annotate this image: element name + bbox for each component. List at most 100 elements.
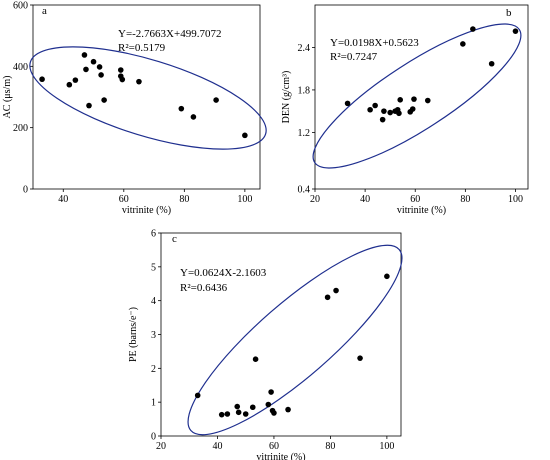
chart-panel-a: 40 60 80 100 0 200 400 600 vitrinite (%) AC (μs/m… <box>2 1 267 216</box>
x-tick-label: 40 <box>212 441 222 452</box>
data-point <box>460 41 466 47</box>
data-point <box>136 78 142 85</box>
x-tick-label: 20 <box>156 441 166 452</box>
data-point <box>117 67 124 73</box>
data-point <box>234 403 241 410</box>
y-tick-label: 0 <box>151 432 156 443</box>
data-point <box>387 109 393 116</box>
data-point <box>367 106 373 113</box>
y-tick-label: 1 <box>151 398 156 409</box>
x-tick-label: 100 <box>379 441 394 452</box>
data-point <box>213 97 219 103</box>
confidence-ellipse <box>187 244 403 436</box>
data-point <box>218 411 225 418</box>
x-tick-label: 80 <box>460 194 470 205</box>
x-tick-label: 80 <box>325 441 335 452</box>
x-axis-label: vitrinite (%) <box>122 205 171 216</box>
data-point <box>190 114 197 120</box>
data-point <box>242 411 249 417</box>
data-point <box>379 116 386 123</box>
y-axis-label: DEN (g/cm³) <box>281 71 292 124</box>
data-point <box>83 66 89 73</box>
plot-frame <box>314 4 529 190</box>
data-point <box>224 411 231 417</box>
x-tick-label: 60 <box>410 194 420 205</box>
data-point <box>397 97 404 103</box>
data-point <box>488 60 495 67</box>
confidence-ellipse <box>29 46 267 150</box>
data-point <box>268 389 274 395</box>
data-point <box>96 64 103 70</box>
x-tick-label: 100 <box>508 194 523 205</box>
y-tick-label: 6 <box>151 229 156 240</box>
data-point <box>372 102 378 109</box>
y-tick-label: 5 <box>151 262 156 273</box>
data-point <box>98 72 104 78</box>
data-point <box>178 105 185 112</box>
data-point <box>265 401 272 408</box>
y-tick-label: 3 <box>151 330 156 341</box>
data-point <box>101 97 107 103</box>
data-point <box>344 100 351 107</box>
data-point <box>249 404 256 411</box>
panel-label: c <box>172 233 177 245</box>
data-point <box>66 81 73 88</box>
data-point <box>271 410 277 416</box>
y-tick-label: 2 <box>151 364 156 375</box>
data-point <box>411 96 417 102</box>
data-point <box>470 26 476 32</box>
data-point <box>90 58 97 65</box>
x-tick-label: 60 <box>269 441 279 452</box>
y-tick-label: 200 <box>13 123 28 134</box>
data-point <box>235 409 242 416</box>
regression-equation: Y=0.0198X+0.5623 <box>330 37 419 49</box>
x-tick-label: 60 <box>119 194 129 205</box>
panel-label: a <box>42 5 47 17</box>
data-point <box>252 356 259 362</box>
y-tick-label: 0.4 <box>298 185 311 196</box>
data-point <box>81 52 88 58</box>
x-tick-label: 100 <box>237 194 252 205</box>
x-axis-label: vitrinite (%) <box>256 452 305 460</box>
chart-panel-b: 20 40 60 80 100 0.4 1.2 1.8 2.4 vitrinite (%) DEN … <box>281 4 529 216</box>
data-point <box>512 28 519 34</box>
data-point <box>384 273 390 280</box>
data-point <box>242 132 248 139</box>
data-point <box>324 294 331 301</box>
y-tick-label: 1.8 <box>298 85 311 96</box>
chart-panel-c: 20 40 60 80 100 0 1 2 3 4 5 6 vitrinite (%) PE (barns… <box>128 229 403 460</box>
data-point <box>39 76 45 83</box>
x-axis-label: vitrinite (%) <box>397 205 446 216</box>
x-tick-label: 20 <box>310 194 320 205</box>
data-point <box>72 77 79 83</box>
data-point <box>333 287 339 294</box>
data-point <box>119 76 126 83</box>
x-tick-label: 40 <box>360 194 370 205</box>
data-point <box>381 108 387 114</box>
data-point <box>194 392 201 399</box>
r-squared: R²=0.6436 <box>180 282 228 294</box>
y-tick-label: 400 <box>13 62 28 73</box>
y-tick-label: 1.2 <box>298 128 311 139</box>
data-point <box>409 106 416 112</box>
data-point <box>424 97 431 104</box>
r-squared: R²=0.5179 <box>118 42 166 54</box>
data-point <box>285 406 291 413</box>
y-tick-label: 4 <box>151 296 156 307</box>
r-squared: R²=0.7247 <box>330 51 378 63</box>
regression-equation: Y=-2.7663X+499.7072 <box>118 28 221 40</box>
plot-frame <box>32 4 261 190</box>
y-tick-label: 600 <box>13 1 28 12</box>
y-tick-label: 0 <box>23 185 28 196</box>
panel-label: b <box>506 7 512 19</box>
x-tick-label: 40 <box>58 194 68 205</box>
data-point <box>86 102 92 109</box>
x-tick-label: 80 <box>179 194 189 205</box>
plot-frame <box>160 232 402 437</box>
y-axis-label: PE (barns/e⁻) <box>128 307 139 362</box>
confidence-ellipse <box>312 23 522 169</box>
y-axis-label: AC (μs/m) <box>2 76 13 119</box>
y-tick-label: 2.4 <box>298 43 311 54</box>
regression-equation: Y=0.0624X-2.1603 <box>180 267 267 279</box>
